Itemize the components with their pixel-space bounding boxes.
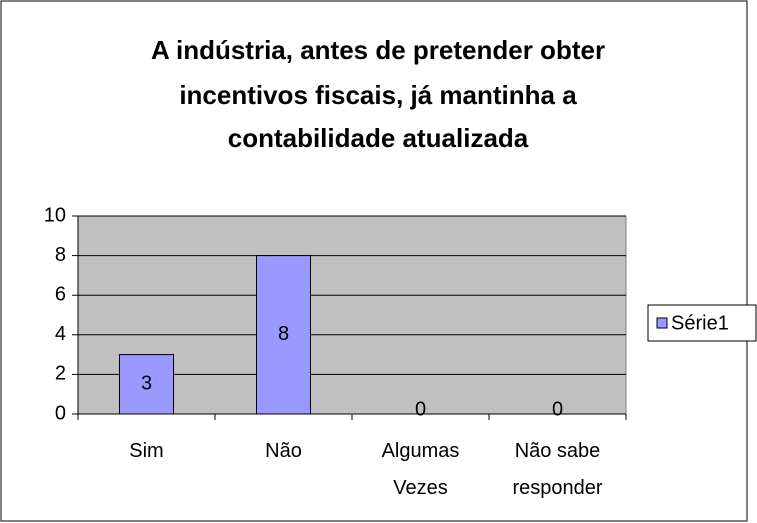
- x-tick-label-line: Não sabe: [515, 440, 601, 462]
- legend-swatch: [656, 317, 668, 329]
- data-label: 0: [552, 398, 563, 420]
- x-tick-label: Não: [265, 440, 302, 462]
- chart-title: A indústria, antes de pretender obter: [151, 35, 605, 65]
- x-tick-label: Algumas Vezes: [382, 440, 460, 499]
- chart-title: incentivos fiscais, já mantinha a: [179, 80, 577, 110]
- data-label: 0: [415, 398, 426, 420]
- y-tick-label: 4: [55, 323, 66, 345]
- legend-label: Série1: [671, 312, 729, 334]
- x-tick-label-line: Vezes: [393, 477, 447, 499]
- bar: [256, 255, 311, 415]
- x-tick-label-line: responder: [512, 477, 602, 499]
- chart-title: contabilidade atualizada: [228, 123, 529, 153]
- y-tick-label: 2: [55, 363, 66, 385]
- x-tick-label: Sim: [129, 440, 163, 462]
- y-tick-label: 10: [44, 204, 66, 226]
- bar: [119, 354, 174, 415]
- y-tick-label: 0: [55, 402, 66, 424]
- x-tick-label-line: Sim: [129, 440, 163, 462]
- data-label: 8: [278, 323, 289, 345]
- data-label: 3: [141, 373, 152, 395]
- y-tick-label: 6: [55, 283, 66, 305]
- x-tick-label: Não sabe responder: [512, 440, 602, 499]
- y-tick-label: 8: [55, 244, 66, 266]
- x-tick-label-line: Não: [265, 440, 302, 462]
- x-tick-label-line: Algumas: [382, 440, 460, 462]
